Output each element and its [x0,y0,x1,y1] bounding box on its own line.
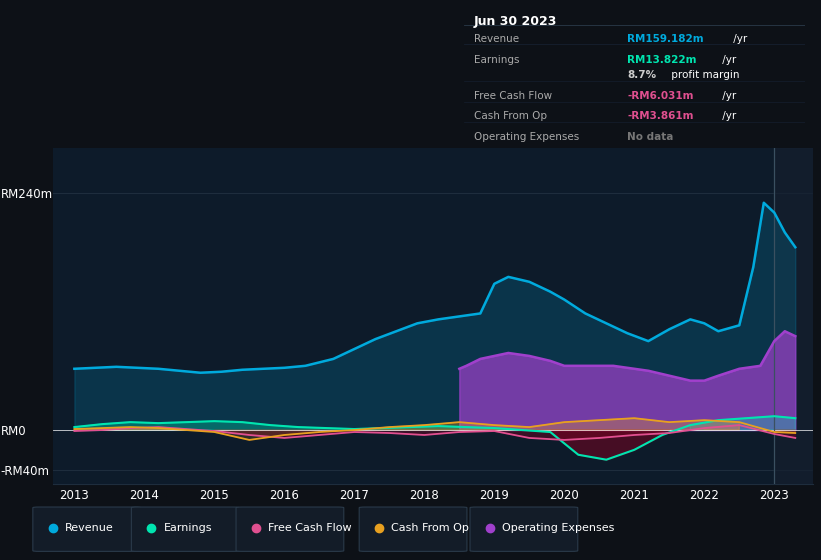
Text: Cash From Op: Cash From Op [474,111,547,122]
Text: /yr: /yr [719,55,736,65]
Text: Revenue: Revenue [65,523,113,533]
Text: Free Cash Flow: Free Cash Flow [268,523,351,533]
Text: Free Cash Flow: Free Cash Flow [474,91,553,101]
Text: Jun 30 2023: Jun 30 2023 [474,15,557,28]
Text: Operating Expenses: Operating Expenses [502,523,614,533]
Text: profit margin: profit margin [668,70,740,80]
Text: Operating Expenses: Operating Expenses [474,132,580,142]
Text: /yr: /yr [730,34,747,44]
Text: Cash From Op: Cash From Op [392,523,469,533]
Text: /yr: /yr [719,91,736,101]
Text: RM159.182m: RM159.182m [627,34,704,44]
FancyBboxPatch shape [470,507,578,552]
Text: -RM3.861m: -RM3.861m [627,111,694,122]
Text: Earnings: Earnings [163,523,212,533]
Text: RM13.822m: RM13.822m [627,55,697,65]
FancyBboxPatch shape [360,507,467,552]
Text: No data: No data [627,132,674,142]
Bar [774,148,813,484]
FancyBboxPatch shape [131,507,239,552]
Text: Earnings: Earnings [474,55,520,65]
FancyBboxPatch shape [236,507,344,552]
Text: 8.7%: 8.7% [627,70,657,80]
Text: -RM6.031m: -RM6.031m [627,91,694,101]
FancyBboxPatch shape [33,507,140,552]
Text: Revenue: Revenue [474,34,519,44]
Text: /yr: /yr [719,111,736,122]
